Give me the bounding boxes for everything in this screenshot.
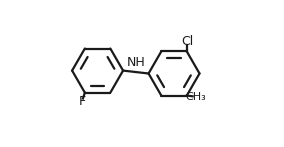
Text: NH: NH [126,56,145,69]
Text: CH₃: CH₃ [186,92,207,102]
Text: Cl: Cl [181,35,194,49]
Text: F: F [79,95,86,108]
